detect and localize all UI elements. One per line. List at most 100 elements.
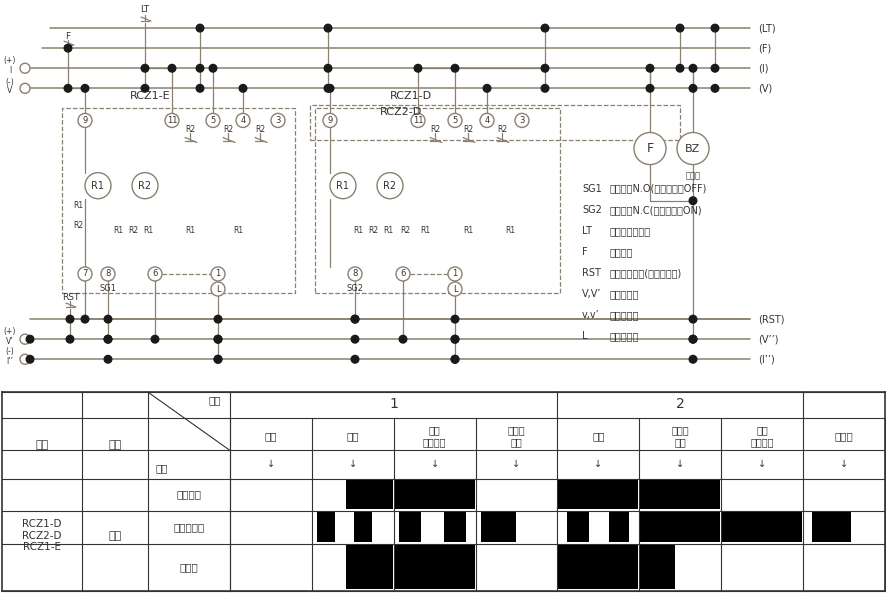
Text: 停止: 停止 bbox=[673, 438, 686, 447]
Circle shape bbox=[20, 63, 30, 74]
Text: R1: R1 bbox=[419, 227, 430, 235]
Circle shape bbox=[168, 65, 175, 72]
Text: LT: LT bbox=[140, 5, 150, 14]
Text: R1: R1 bbox=[462, 227, 472, 235]
Text: v,v’: v,v’ bbox=[581, 310, 599, 320]
Text: R1: R1 bbox=[184, 227, 195, 235]
Circle shape bbox=[451, 336, 458, 343]
Circle shape bbox=[451, 65, 458, 72]
Text: ↓: ↓ bbox=[758, 458, 766, 468]
Text: F: F bbox=[66, 31, 71, 41]
Text: 8: 8 bbox=[105, 269, 111, 279]
Text: R1: R1 bbox=[73, 201, 83, 211]
Circle shape bbox=[399, 336, 407, 343]
Circle shape bbox=[323, 113, 337, 127]
Circle shape bbox=[82, 84, 89, 92]
Text: 灯测试: 灯测试 bbox=[834, 431, 852, 441]
Circle shape bbox=[675, 24, 683, 32]
Circle shape bbox=[151, 336, 159, 343]
Bar bbox=[480, 512, 515, 542]
Text: 蜂鸣音: 蜂鸣音 bbox=[507, 425, 525, 435]
Text: 报警: 报警 bbox=[592, 431, 604, 441]
Text: V: V bbox=[7, 86, 12, 95]
Bar bbox=[609, 512, 628, 542]
Circle shape bbox=[196, 65, 204, 72]
Circle shape bbox=[104, 336, 112, 343]
Text: ↓: ↓ bbox=[267, 458, 275, 468]
Text: 闪烁接点: 闪烁接点 bbox=[610, 247, 633, 257]
Text: I: I bbox=[9, 66, 12, 75]
Text: 型号: 型号 bbox=[35, 441, 49, 451]
Text: R2: R2 bbox=[383, 181, 396, 191]
Circle shape bbox=[326, 84, 333, 92]
Text: 蜂鸣器: 蜂鸣器 bbox=[180, 562, 198, 572]
Text: R1: R1 bbox=[383, 227, 392, 235]
Circle shape bbox=[214, 355, 222, 363]
Circle shape bbox=[104, 336, 112, 343]
Text: 指示灯电源: 指示灯电源 bbox=[610, 310, 639, 320]
Text: 继电器电源: 继电器电源 bbox=[610, 289, 639, 299]
Text: 11: 11 bbox=[412, 116, 423, 125]
Text: (+): (+) bbox=[4, 56, 16, 65]
Circle shape bbox=[66, 336, 74, 343]
Bar bbox=[354, 512, 372, 542]
Text: R2: R2 bbox=[400, 227, 409, 235]
Bar bbox=[309, 106, 680, 141]
Text: ↓: ↓ bbox=[348, 458, 356, 468]
Circle shape bbox=[447, 113, 462, 127]
Circle shape bbox=[451, 355, 458, 363]
Text: 9: 9 bbox=[82, 116, 88, 125]
Circle shape bbox=[64, 84, 72, 92]
Text: ↓: ↓ bbox=[430, 458, 439, 468]
Text: (-): (-) bbox=[5, 347, 14, 356]
Text: RST: RST bbox=[581, 268, 600, 278]
Bar bbox=[346, 480, 392, 509]
Circle shape bbox=[206, 113, 220, 127]
Circle shape bbox=[148, 267, 162, 281]
Circle shape bbox=[20, 354, 30, 364]
Text: 9: 9 bbox=[327, 116, 332, 125]
Circle shape bbox=[141, 84, 149, 92]
Circle shape bbox=[540, 84, 548, 92]
Circle shape bbox=[85, 173, 111, 199]
Text: ↓: ↓ bbox=[675, 458, 684, 468]
Circle shape bbox=[214, 336, 222, 343]
Bar bbox=[394, 546, 474, 589]
Text: SG2: SG2 bbox=[346, 283, 363, 292]
Circle shape bbox=[236, 113, 250, 127]
Circle shape bbox=[377, 173, 402, 199]
Circle shape bbox=[324, 84, 331, 92]
Text: 7: 7 bbox=[82, 269, 88, 279]
Text: 报警显示灯: 报警显示灯 bbox=[173, 522, 205, 533]
Bar bbox=[566, 512, 588, 542]
Text: 自然恢复: 自然恢复 bbox=[423, 438, 446, 447]
Text: R1: R1 bbox=[353, 227, 362, 235]
Text: SG1: SG1 bbox=[99, 283, 116, 292]
Text: R2: R2 bbox=[430, 125, 439, 134]
Bar bbox=[394, 480, 474, 509]
Circle shape bbox=[209, 65, 216, 72]
Circle shape bbox=[451, 336, 458, 343]
Text: (LT): (LT) bbox=[758, 23, 774, 33]
Text: BZ: BZ bbox=[685, 144, 700, 154]
Bar bbox=[640, 480, 719, 509]
Circle shape bbox=[688, 336, 696, 343]
Circle shape bbox=[675, 65, 683, 72]
Circle shape bbox=[540, 24, 548, 32]
Circle shape bbox=[711, 84, 718, 92]
Circle shape bbox=[414, 65, 422, 72]
Circle shape bbox=[410, 113, 424, 127]
Bar bbox=[316, 512, 335, 542]
Text: 报警输入: 报警输入 bbox=[176, 490, 201, 500]
Circle shape bbox=[196, 84, 204, 92]
Text: R2: R2 bbox=[254, 125, 265, 134]
Circle shape bbox=[646, 65, 653, 72]
Text: V’: V’ bbox=[6, 337, 14, 346]
Text: 报警停止开关(蜂鸣器停止): 报警停止开关(蜂鸣器停止) bbox=[610, 268, 681, 278]
Circle shape bbox=[27, 355, 34, 363]
Circle shape bbox=[104, 355, 112, 363]
Text: R2: R2 bbox=[222, 125, 233, 134]
Text: (I): (I) bbox=[758, 63, 767, 74]
Text: R1: R1 bbox=[336, 181, 349, 191]
Text: 8: 8 bbox=[352, 269, 357, 279]
